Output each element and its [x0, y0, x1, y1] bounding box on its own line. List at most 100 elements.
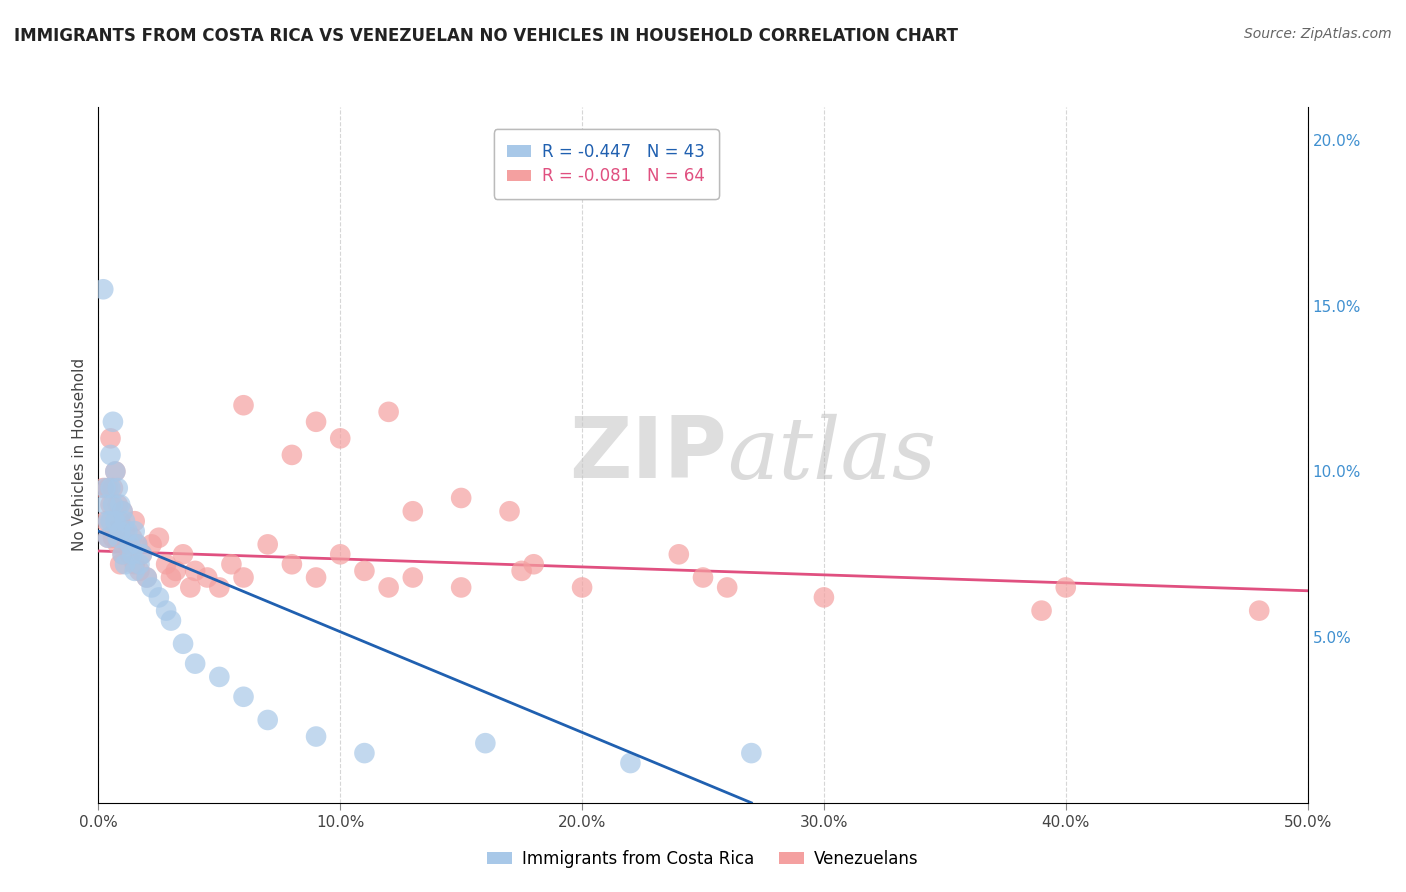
Point: [571, 581, 593, 595]
Point: [111, 504, 134, 518]
Point: [97, 531, 120, 545]
Point: [148, 591, 170, 605]
Point: [450, 491, 472, 505]
Point: [107, 531, 129, 545]
Point: [111, 547, 134, 561]
Point: [208, 670, 231, 684]
Point: [94, 514, 117, 528]
Point: [114, 514, 136, 528]
Point: [108, 558, 131, 572]
Point: [111, 547, 134, 561]
Point: [523, 558, 546, 572]
Point: [172, 637, 194, 651]
Point: [1031, 604, 1053, 618]
Point: [184, 564, 207, 578]
Point: [281, 558, 304, 572]
Point: [111, 504, 134, 518]
Point: [124, 558, 146, 572]
Point: [135, 570, 157, 584]
Point: [104, 465, 127, 479]
Point: [100, 481, 122, 495]
Point: [121, 547, 143, 561]
Point: [141, 537, 163, 551]
Text: atlas: atlas: [727, 414, 936, 496]
Point: [474, 736, 496, 750]
Point: [100, 431, 122, 445]
Point: [165, 564, 187, 578]
Point: [104, 514, 127, 528]
Point: [498, 504, 520, 518]
Point: [124, 524, 146, 538]
Point: [232, 690, 254, 704]
Point: [127, 537, 149, 551]
Point: [100, 514, 122, 528]
Point: [305, 415, 328, 429]
Point: [128, 564, 150, 578]
Y-axis label: No Vehicles in Household: No Vehicles in Household: [72, 359, 87, 551]
Point: [117, 537, 139, 551]
Point: [155, 604, 177, 618]
Point: [377, 405, 399, 419]
Point: [97, 481, 120, 495]
Text: ZIP: ZIP: [569, 413, 727, 497]
Point: [101, 498, 124, 512]
Point: [668, 547, 690, 561]
Point: [104, 524, 127, 538]
Point: [107, 537, 129, 551]
Point: [179, 581, 201, 595]
Point: [108, 498, 131, 512]
Point: [108, 514, 131, 528]
Point: [94, 498, 117, 512]
Point: [128, 558, 150, 572]
Point: [121, 531, 143, 545]
Legend: Immigrants from Costa Rica, Venezuelans: Immigrants from Costa Rica, Venezuelans: [481, 844, 925, 875]
Point: [281, 448, 304, 462]
Point: [619, 756, 641, 770]
Point: [141, 581, 163, 595]
Point: [1054, 581, 1077, 595]
Point: [305, 730, 328, 744]
Point: [101, 415, 124, 429]
Point: [232, 398, 254, 412]
Point: [91, 282, 114, 296]
Point: [305, 570, 328, 584]
Point: [402, 570, 425, 584]
Point: [510, 564, 533, 578]
Point: [104, 465, 127, 479]
Point: [148, 531, 170, 545]
Point: [131, 547, 153, 561]
Point: [353, 564, 375, 578]
Point: [124, 564, 146, 578]
Point: [124, 514, 146, 528]
Point: [813, 591, 835, 605]
Point: [97, 531, 120, 545]
Point: [155, 558, 177, 572]
Point: [160, 570, 183, 584]
Point: [114, 524, 136, 538]
Point: [195, 570, 218, 584]
Point: [160, 614, 183, 628]
Point: [91, 481, 114, 495]
Point: [402, 504, 425, 518]
Point: [1249, 604, 1271, 618]
Point: [114, 558, 136, 572]
Legend: R = -0.447   N = 43, R = -0.081   N = 64: R = -0.447 N = 43, R = -0.081 N = 64: [494, 129, 718, 199]
Point: [118, 547, 141, 561]
Point: [131, 547, 153, 561]
Point: [377, 581, 399, 595]
Point: [100, 448, 122, 462]
Point: [329, 431, 352, 445]
Point: [740, 746, 762, 760]
Point: [135, 570, 157, 584]
Point: [692, 570, 714, 584]
Point: [716, 581, 738, 595]
Point: [101, 481, 124, 495]
Point: [353, 746, 375, 760]
Text: IMMIGRANTS FROM COSTA RICA VS VENEZUELAN NO VEHICLES IN HOUSEHOLD CORRELATION CH: IMMIGRANTS FROM COSTA RICA VS VENEZUELAN…: [14, 27, 957, 45]
Point: [108, 524, 131, 538]
Text: Source: ZipAtlas.com: Source: ZipAtlas.com: [1244, 27, 1392, 41]
Point: [94, 481, 117, 495]
Point: [256, 537, 278, 551]
Point: [118, 537, 141, 551]
Point: [256, 713, 278, 727]
